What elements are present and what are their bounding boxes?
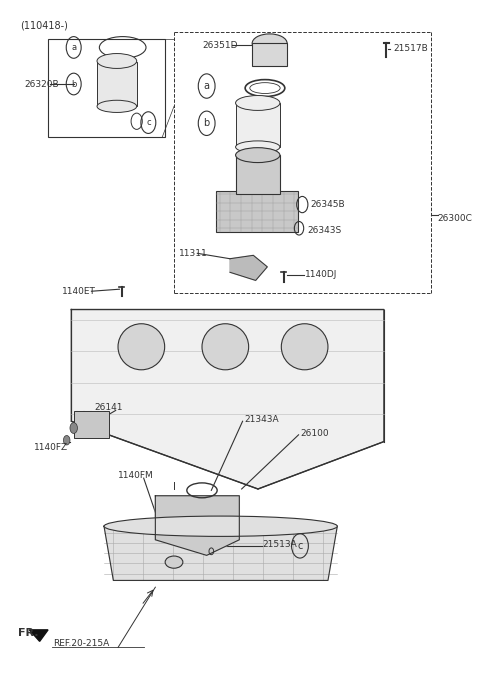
Ellipse shape (236, 141, 280, 153)
Text: 1140ET: 1140ET (62, 287, 96, 296)
Text: c: c (297, 541, 303, 551)
Text: 26351D: 26351D (202, 41, 238, 50)
Text: b: b (71, 80, 76, 88)
Ellipse shape (97, 100, 137, 112)
Text: 26343S: 26343S (307, 226, 341, 235)
Text: 26345B: 26345B (311, 200, 345, 209)
Circle shape (63, 435, 70, 445)
Text: FR.: FR. (18, 628, 38, 638)
FancyBboxPatch shape (252, 44, 288, 66)
Ellipse shape (236, 95, 280, 110)
Text: 21513A: 21513A (263, 540, 298, 549)
Polygon shape (104, 526, 337, 581)
Text: a: a (71, 43, 76, 52)
FancyBboxPatch shape (216, 191, 298, 232)
Ellipse shape (97, 54, 137, 69)
FancyBboxPatch shape (48, 39, 165, 137)
Text: 26100: 26100 (300, 429, 329, 438)
Ellipse shape (118, 324, 165, 370)
Ellipse shape (165, 556, 183, 568)
Polygon shape (29, 630, 48, 641)
FancyBboxPatch shape (236, 155, 280, 194)
Ellipse shape (202, 324, 249, 370)
Text: 21517B: 21517B (393, 44, 428, 53)
FancyBboxPatch shape (236, 103, 280, 147)
Text: (110418-): (110418-) (20, 20, 68, 30)
Polygon shape (72, 309, 384, 489)
Text: 26320B: 26320B (24, 80, 60, 88)
Text: 21343A: 21343A (244, 415, 278, 424)
Text: REF.20-215A: REF.20-215A (53, 639, 109, 648)
Text: 1140FM: 1140FM (118, 471, 154, 480)
Ellipse shape (281, 324, 328, 370)
FancyBboxPatch shape (74, 411, 108, 438)
Polygon shape (230, 256, 267, 280)
Text: 1140FZ: 1140FZ (34, 443, 68, 452)
Text: 11311: 11311 (179, 249, 207, 258)
Text: 26141: 26141 (95, 403, 123, 412)
Text: 1140DJ: 1140DJ (305, 271, 337, 279)
Text: a: a (204, 81, 210, 91)
Text: b: b (204, 118, 210, 129)
Ellipse shape (252, 34, 287, 53)
FancyBboxPatch shape (97, 63, 137, 106)
Ellipse shape (104, 516, 337, 537)
Text: 26300C: 26300C (438, 214, 472, 222)
Ellipse shape (236, 148, 280, 163)
Polygon shape (156, 496, 240, 556)
Text: c: c (146, 118, 151, 127)
Circle shape (70, 423, 77, 433)
